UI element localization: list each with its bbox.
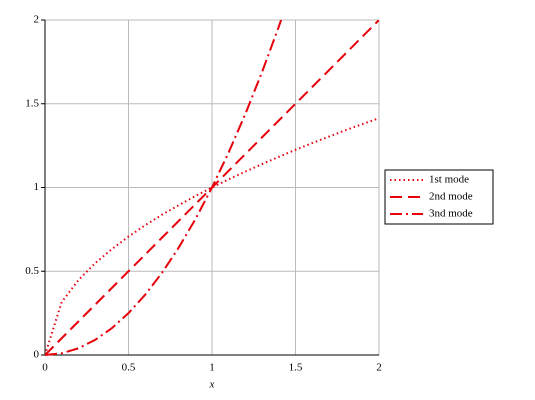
x-tick-label: 0.5 (122, 362, 136, 374)
x-tick-label: 0 (42, 362, 48, 374)
x-axis-label: x (209, 379, 215, 391)
legend-label: 3nd mode (429, 208, 473, 220)
plot-area (45, 20, 379, 356)
x-tick-label: 1.5 (289, 362, 303, 374)
legend-box (384, 169, 494, 225)
x-tick-label: 1 (209, 362, 215, 374)
y-tick-label: 1 (34, 181, 40, 193)
y-tick-label: 1.5 (25, 97, 39, 109)
y-tick-label: 0.5 (25, 265, 39, 277)
legend-label: 2nd mode (429, 191, 473, 203)
legend-label: 1st mode (429, 174, 469, 186)
x-tick-label: 2 (376, 362, 382, 374)
y-tick-label: 2 (34, 14, 40, 26)
series-line (45, 20, 283, 356)
y-tick-label: 0 (34, 349, 40, 361)
